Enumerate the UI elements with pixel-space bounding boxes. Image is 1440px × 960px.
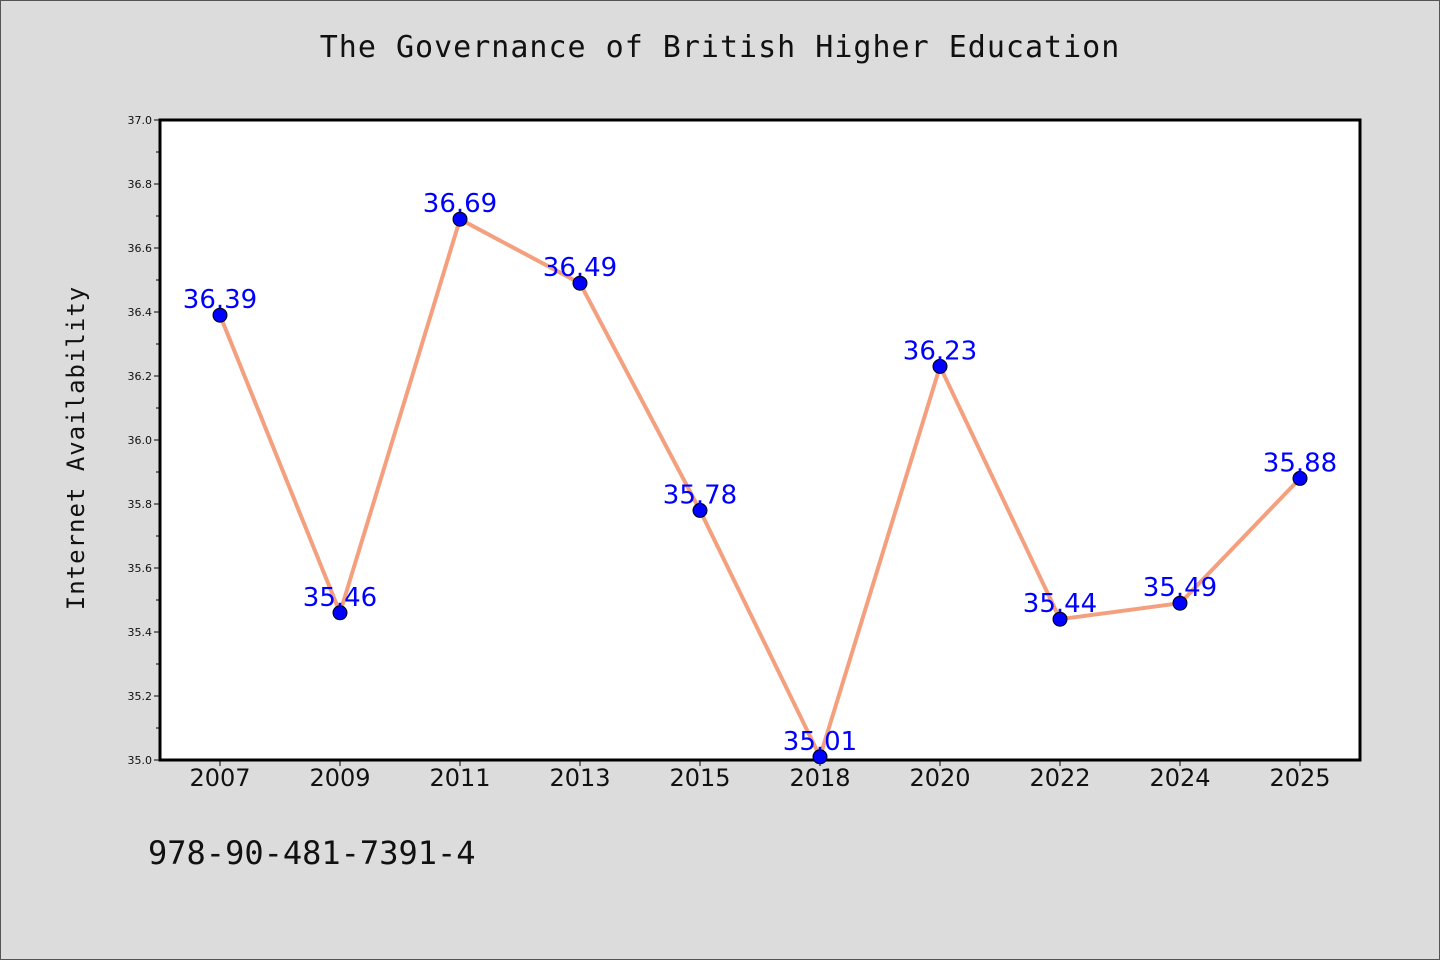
x-tick-label: 2009 bbox=[309, 764, 370, 792]
x-tick-label: 2013 bbox=[549, 764, 610, 792]
data-label: 36.69 bbox=[423, 189, 497, 219]
data-label: 36.23 bbox=[903, 336, 977, 366]
y-tick-label: 36.6 bbox=[128, 242, 153, 255]
y-tick-label: 36.8 bbox=[128, 178, 153, 191]
data-label: 36.49 bbox=[543, 253, 617, 283]
data-label: 35.88 bbox=[1263, 448, 1337, 478]
markers-group bbox=[212, 211, 1308, 765]
x-tick-label: 2025 bbox=[1269, 764, 1330, 792]
x-tick-label: 2011 bbox=[429, 764, 490, 792]
y-tick-label: 35.0 bbox=[128, 754, 153, 767]
data-labels-group: 36.39 35.46 36.69 36.49 35.78 35.01 36.23 35.44… bbox=[183, 189, 1337, 757]
y-tick-label: 36.4 bbox=[128, 306, 153, 319]
data-point bbox=[932, 358, 948, 374]
y-tick-label: 37.0 bbox=[128, 114, 153, 127]
data-point bbox=[692, 502, 708, 518]
x-tick-label: 2024 bbox=[1149, 764, 1210, 792]
x-tick-label: 2015 bbox=[669, 764, 730, 792]
data-label: 35.78 bbox=[663, 480, 737, 510]
y-tick-label: 36.0 bbox=[128, 434, 153, 447]
data-point bbox=[812, 749, 828, 765]
chart-title: The Governance of British Higher Educati… bbox=[319, 30, 1121, 65]
data-label: 35.49 bbox=[1143, 573, 1217, 603]
x-tick-label: 2007 bbox=[189, 764, 250, 792]
data-label: 36.39 bbox=[183, 285, 257, 315]
plot-area bbox=[158, 118, 1362, 762]
series-line bbox=[218, 217, 1302, 759]
data-point bbox=[1292, 470, 1308, 486]
data-point bbox=[1172, 595, 1188, 611]
y-tick-label: 35.6 bbox=[128, 562, 153, 575]
data-point bbox=[452, 211, 468, 227]
y-tick-label: 36.2 bbox=[128, 370, 153, 383]
x-tick-label: 2020 bbox=[909, 764, 970, 792]
y-tick-label: 35.8 bbox=[128, 498, 153, 511]
isbn-text: 978-90-481-7391-4 bbox=[148, 834, 476, 872]
x-tick-label: 2022 bbox=[1029, 764, 1090, 792]
data-point bbox=[332, 605, 348, 621]
data-label: 35.44 bbox=[1023, 589, 1097, 619]
y-tick-label: 35.2 bbox=[128, 690, 153, 703]
data-point bbox=[572, 275, 588, 291]
y-axis: 35.0 35.2 35.4 35.6 35.8 36.0 36.2 36.4 36.6 36.8… bbox=[128, 114, 160, 767]
y-tick-label: 35.4 bbox=[128, 626, 153, 639]
x-tick-label: 2018 bbox=[789, 764, 850, 792]
data-label: 35.46 bbox=[303, 583, 377, 613]
data-label: 35.01 bbox=[783, 727, 857, 757]
data-point bbox=[1052, 611, 1068, 627]
x-axis: 2007 2009 2011 2013 2015 2018 2020 2022 2024 2025 bbox=[189, 760, 1331, 792]
data-point bbox=[212, 307, 228, 323]
series-line-group bbox=[218, 217, 1302, 759]
